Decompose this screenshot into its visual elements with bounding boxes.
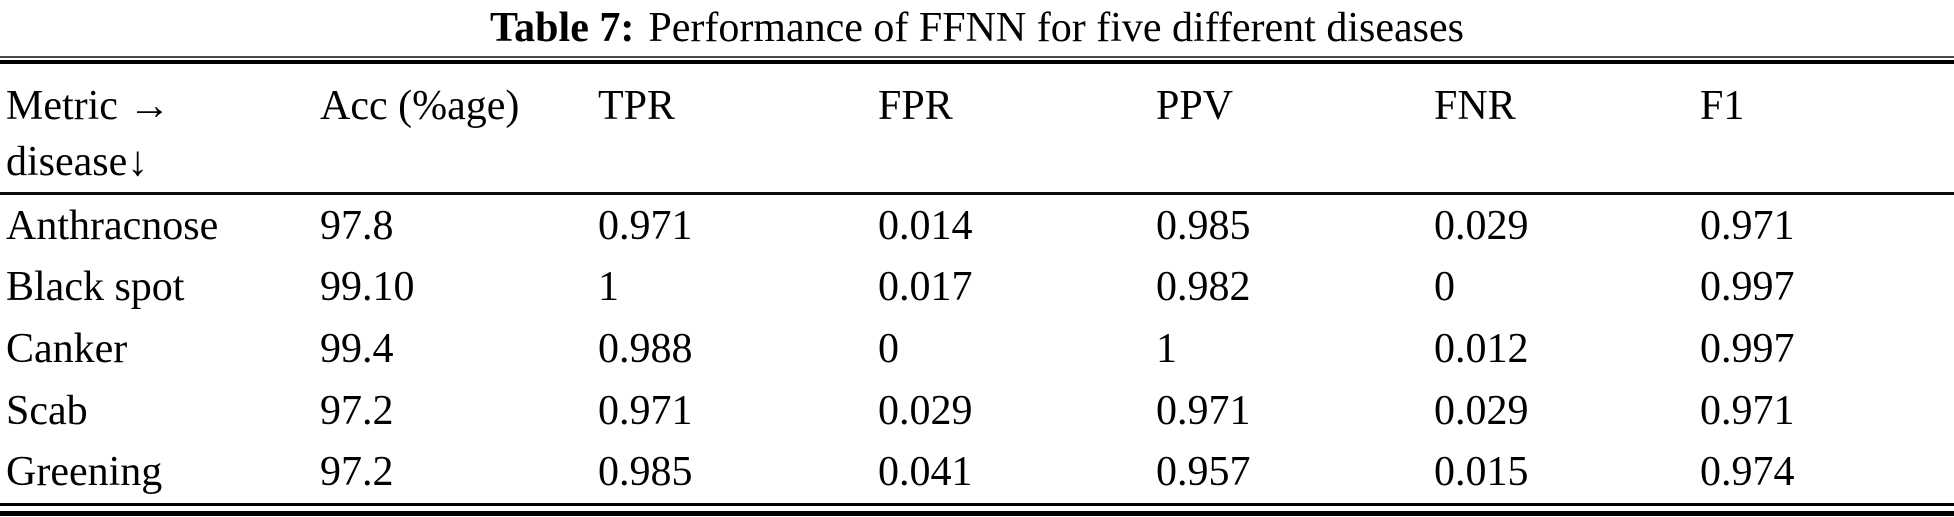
- top-rule-thin: [0, 56, 1954, 58]
- table-row: Anthracnose 97.8 0.971 0.014 0.985 0.029…: [0, 195, 1954, 257]
- cell-disease: Anthracnose: [6, 202, 219, 249]
- col-header-tpr: TPR: [598, 83, 676, 129]
- col-header-ppv: PPV: [1156, 83, 1234, 129]
- cell-ppv: 0.957: [1156, 449, 1251, 496]
- cell-tpr: 0.971: [598, 202, 693, 249]
- cell-disease: Greening: [6, 449, 163, 496]
- cell-acc: 99.10: [320, 264, 415, 311]
- table-row: Scab 97.2 0.971 0.029 0.971 0.029 0.971: [0, 380, 1954, 442]
- table-caption-label: Table 7:: [490, 5, 635, 51]
- cell-disease: Canker: [6, 325, 128, 372]
- table-row: Canker 99.4 0.988 0 1 0.012 0.997: [0, 318, 1954, 380]
- cell-fpr: 0.041: [878, 449, 973, 496]
- cell-fpr: 0: [878, 325, 899, 372]
- bottom-rule-gap: [0, 506, 1954, 511]
- bottom-rule-thick: [0, 511, 1954, 516]
- cell-ppv: 1: [1156, 325, 1177, 372]
- table-caption-text: Performance of FFNN for five different d…: [648, 5, 1464, 51]
- table-row: Greening 97.2 0.985 0.041 0.957 0.015 0.…: [0, 441, 1954, 503]
- cell-tpr: 0.971: [598, 387, 693, 434]
- cell-acc: 97.2: [320, 449, 394, 496]
- header-disease-arrow: disease↓: [6, 139, 149, 185]
- cell-fpr: 0.017: [878, 264, 973, 311]
- cell-f1: 0.971: [1700, 387, 1795, 434]
- cell-disease: Black spot: [6, 264, 185, 311]
- top-rule-thick: [0, 60, 1954, 64]
- header-divider-rule: [0, 192, 1954, 195]
- cell-disease: Scab: [6, 387, 88, 434]
- header-metric-arrow: Metric →: [6, 83, 171, 129]
- col-header-fpr: FPR: [878, 83, 953, 129]
- cell-tpr: 0.985: [598, 449, 693, 496]
- cell-fpr: 0.029: [878, 387, 973, 434]
- bottom-rule-thin: [0, 503, 1954, 506]
- cell-fpr: 0.014: [878, 202, 973, 249]
- cell-ppv: 0.985: [1156, 202, 1251, 249]
- cell-f1: 0.974: [1700, 449, 1795, 496]
- header-corner-cell: Metric → disease↓: [0, 64, 314, 190]
- cell-f1: 0.997: [1700, 264, 1795, 311]
- table-row: Black spot 99.10 1 0.017 0.982 0 0.997: [0, 257, 1954, 319]
- cell-f1: 0.997: [1700, 325, 1795, 372]
- top-rule-gap: [0, 58, 1954, 60]
- col-header-fnr: FNR: [1434, 83, 1516, 129]
- cell-fnr: 0.029: [1434, 202, 1529, 249]
- table-caption: Table 7: Performance of FFNN for five dif…: [0, 0, 1954, 56]
- cell-tpr: 0.988: [598, 325, 693, 372]
- col-header-acc: Acc (%age): [320, 83, 520, 129]
- cell-fnr: 0.012: [1434, 325, 1529, 372]
- table-header-row: Metric → disease↓ Acc (%age) TPR FPR PPV…: [0, 64, 1954, 192]
- cell-fnr: 0: [1434, 264, 1455, 311]
- cell-ppv: 0.982: [1156, 264, 1251, 311]
- cell-acc: 97.2: [320, 387, 394, 434]
- col-header-f1: F1: [1700, 83, 1745, 129]
- table-body: Anthracnose 97.8 0.971 0.014 0.985 0.029…: [0, 195, 1954, 503]
- cell-f1: 0.971: [1700, 202, 1795, 249]
- cell-tpr: 1: [598, 264, 619, 311]
- cell-fnr: 0.015: [1434, 449, 1529, 496]
- cell-ppv: 0.971: [1156, 387, 1251, 434]
- cell-acc: 99.4: [320, 325, 394, 372]
- cell-fnr: 0.029: [1434, 387, 1529, 434]
- cell-acc: 97.8: [320, 202, 394, 249]
